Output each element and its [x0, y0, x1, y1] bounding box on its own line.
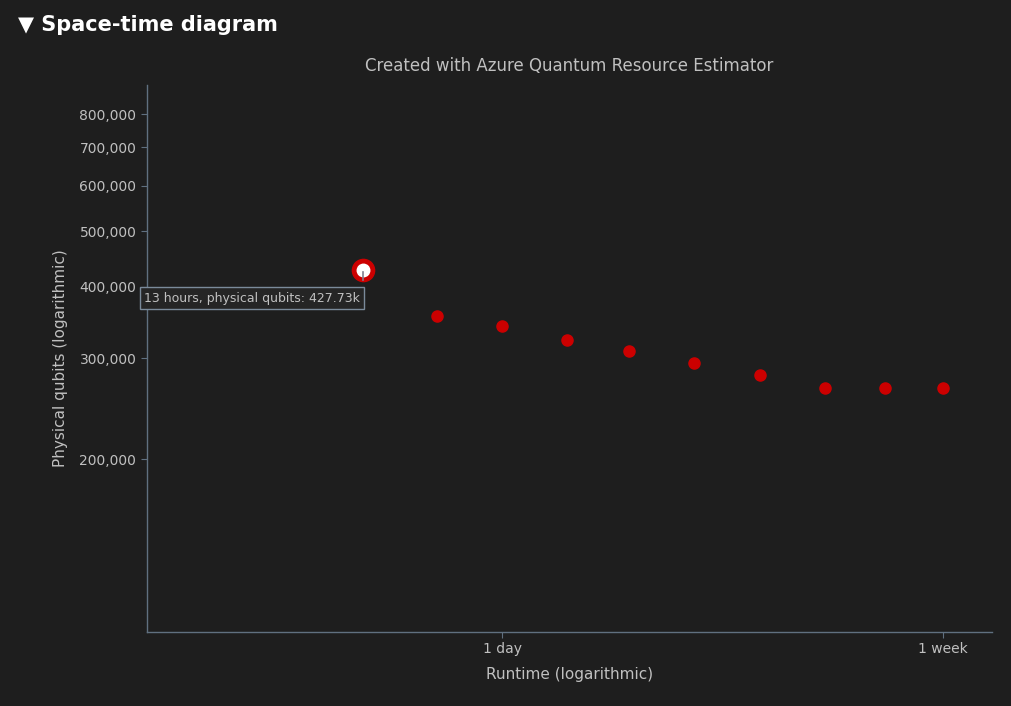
Title: Created with Azure Quantum Resource Estimator: Created with Azure Quantum Resource Esti… [365, 56, 772, 75]
Text: 13 hours, physical qubits: 427.73k: 13 hours, physical qubits: 427.73k [144, 292, 360, 305]
Text: ▼ Space-time diagram: ▼ Space-time diagram [18, 16, 278, 35]
Y-axis label: Physical qubits (logarithmic): Physical qubits (logarithmic) [54, 249, 68, 467]
X-axis label: Runtime (logarithmic): Runtime (logarithmic) [485, 667, 652, 683]
